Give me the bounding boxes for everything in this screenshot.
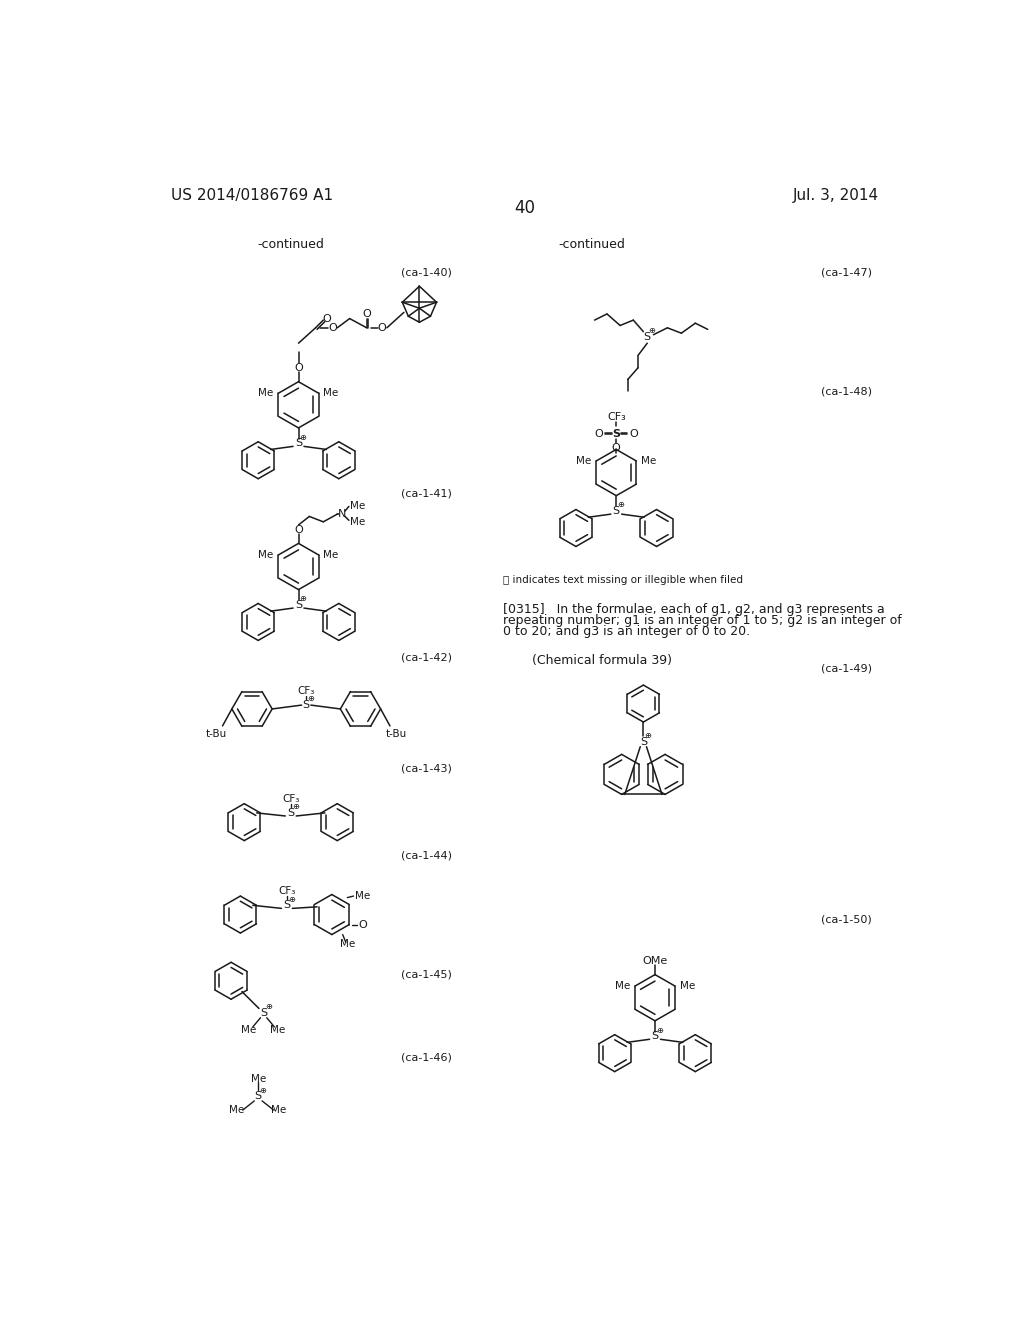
Text: ⊕: ⊕	[644, 731, 651, 741]
Text: t-Bu: t-Bu	[206, 729, 227, 739]
Text: Ⓕ indicates text missing or illegible when filed: Ⓕ indicates text missing or illegible wh…	[503, 576, 743, 585]
Text: ⊕: ⊕	[656, 1026, 664, 1035]
Text: (ca-1-47): (ca-1-47)	[821, 268, 872, 277]
Text: Me: Me	[680, 981, 695, 991]
Text: Me: Me	[229, 1105, 244, 1115]
Text: O: O	[294, 363, 303, 372]
Text: Me: Me	[270, 1105, 286, 1115]
Text: (ca-1-50): (ca-1-50)	[821, 915, 872, 924]
Text: O: O	[322, 314, 331, 323]
Text: (ca-1-41): (ca-1-41)	[400, 488, 452, 499]
Text: Me: Me	[324, 550, 339, 560]
Text: Jul. 3, 2014: Jul. 3, 2014	[793, 187, 879, 203]
Text: Me: Me	[241, 1026, 256, 1035]
Text: (Chemical formula 39): (Chemical formula 39)	[532, 653, 673, 667]
Text: ⊕: ⊕	[300, 433, 306, 442]
Text: (ca-1-42): (ca-1-42)	[400, 652, 452, 663]
Text: Me: Me	[614, 981, 630, 991]
Text: (ca-1-48): (ca-1-48)	[821, 387, 872, 397]
Text: O: O	[329, 323, 337, 333]
Text: Me: Me	[355, 891, 371, 902]
Text: (ca-1-43): (ca-1-43)	[400, 763, 452, 774]
Text: O: O	[378, 323, 387, 333]
Text: (ca-1-45): (ca-1-45)	[400, 970, 452, 979]
Text: O: O	[294, 524, 303, 535]
Text: (ca-1-40): (ca-1-40)	[400, 268, 452, 277]
Text: S: S	[651, 1031, 658, 1041]
Text: S: S	[612, 506, 620, 516]
Text: Me: Me	[251, 1074, 266, 1084]
Text: S: S	[284, 900, 291, 911]
Text: S: S	[303, 700, 310, 710]
Text: S: S	[255, 1092, 262, 1101]
Text: Me: Me	[641, 455, 656, 466]
Text: S: S	[287, 808, 294, 818]
Text: S: S	[640, 737, 647, 747]
Text: -continued: -continued	[257, 238, 325, 251]
Text: CF₃: CF₃	[282, 795, 299, 804]
Text: CF₃: CF₃	[607, 412, 626, 422]
Text: O: O	[362, 309, 371, 319]
Text: Me: Me	[270, 1026, 286, 1035]
Text: 0 to 20; and g3 is an integer of 0 to 20.: 0 to 20; and g3 is an integer of 0 to 20…	[503, 624, 751, 638]
Text: Me: Me	[349, 502, 365, 511]
Text: ⊕: ⊕	[648, 326, 655, 335]
Text: Me: Me	[340, 939, 355, 949]
Text: N: N	[338, 510, 346, 519]
Text: S: S	[295, 438, 302, 449]
Text: t-Bu: t-Bu	[385, 729, 407, 739]
Text: CF₃: CF₃	[298, 686, 315, 696]
Text: Me: Me	[349, 517, 365, 527]
Text: Me: Me	[324, 388, 339, 399]
Text: O: O	[595, 429, 603, 440]
Text: [0315]   In the formulae, each of g1, g2, and g3 represents a: [0315] In the formulae, each of g1, g2, …	[503, 603, 885, 616]
Text: (ca-1-46): (ca-1-46)	[400, 1053, 452, 1063]
Text: O: O	[358, 920, 367, 931]
Text: US 2014/0186769 A1: US 2014/0186769 A1	[171, 187, 333, 203]
Text: (ca-1-49): (ca-1-49)	[821, 663, 872, 673]
Text: ⊕: ⊕	[265, 1002, 271, 1011]
Text: ⊕: ⊕	[307, 694, 314, 704]
Text: ⊕: ⊕	[300, 594, 306, 603]
Text: S: S	[295, 601, 302, 610]
Text: O: O	[629, 429, 638, 440]
Text: S: S	[260, 1008, 267, 1018]
Text: repeating number; g1 is an integer of 1 to 5; g2 is an integer of: repeating number; g1 is an integer of 1 …	[503, 614, 902, 627]
Text: O: O	[612, 444, 621, 453]
Text: CF₃: CF₃	[279, 887, 296, 896]
Text: (ca-1-44): (ca-1-44)	[400, 850, 452, 861]
Text: ⊕: ⊕	[259, 1085, 266, 1094]
Text: ⊕: ⊕	[617, 500, 625, 510]
Text: -continued: -continued	[558, 238, 625, 251]
Text: OMe: OMe	[642, 956, 668, 966]
Text: Me: Me	[258, 550, 273, 560]
Text: 40: 40	[514, 199, 536, 218]
Text: ⊕: ⊕	[288, 895, 295, 904]
Text: S: S	[644, 333, 651, 342]
Text: S: S	[612, 429, 621, 440]
Text: Me: Me	[577, 455, 591, 466]
Text: Me: Me	[258, 388, 273, 399]
Text: ⊕: ⊕	[292, 803, 299, 812]
